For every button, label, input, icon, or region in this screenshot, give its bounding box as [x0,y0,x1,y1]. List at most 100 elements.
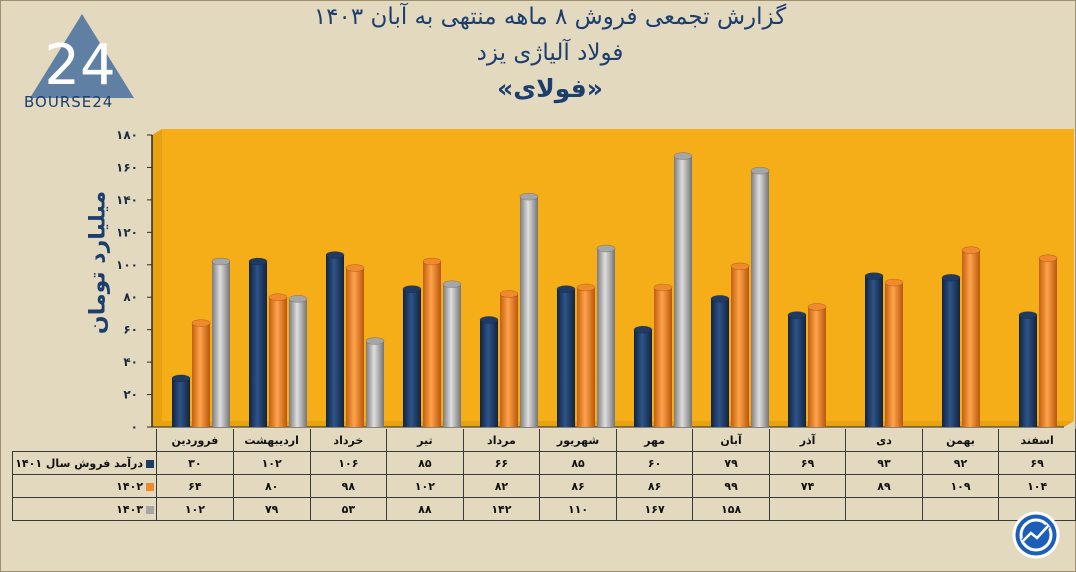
bar-1402-cap [345,264,365,272]
bar-1402 [807,303,827,427]
bar-1402-cap [268,293,288,302]
data-label: ۶۹ [768,451,847,475]
bar-1402 [576,283,596,427]
bar-1402-body [192,323,210,427]
bar-1402-cap [422,257,442,266]
bar-1402 [268,293,288,427]
bar-1402 [730,262,750,427]
x-tick-label: شهریور [539,429,617,452]
bar-1401 [248,257,268,427]
bar-1403 [596,244,616,427]
chart-title: گزارش تجمعی فروش ۸ ماهه منتهی به آبان ۱۴… [313,4,787,30]
bar-1402 [422,257,442,427]
x-tick-label: خرداد [309,429,388,452]
data-label: ۹۲ [921,451,1000,475]
bar-1403-cap [519,192,539,201]
data-label: ۷۹ [232,497,311,521]
data-label: ۸۵ [539,451,617,475]
data-label: ۸۸ [386,497,464,521]
x-tick-label: تیر [386,429,464,452]
bar-chart: ۰ ۲۰ ۴۰ ۶۰ ۸۰ ۱۰۰ ۱۲۰ ۱۴۰ ۱۶۰ ۱۸۰ [116,128,1074,434]
data-label: ۳۰ [156,451,234,475]
bar-1401-body [865,276,883,427]
x-tick-label: بهمن [921,429,1000,452]
x-tick-label: آذر [768,429,847,452]
bar-1403-body [751,170,769,427]
bar-1402-cap [730,262,750,271]
bar-1403-cap [442,280,462,289]
bourse24-logo-icon: 24 [30,14,134,98]
bar-1403-cap [365,337,385,345]
data-label: ۸۶ [615,474,694,498]
bar-1401-body [403,289,421,427]
legend-1402-swatch [146,482,155,491]
bar-1402-body [500,293,518,427]
y-tick-label: ۸۰ [123,290,138,304]
data-label: ۱۱۰ [539,497,617,521]
bar-1401 [479,316,499,427]
x-tick-label: مهر [615,429,694,452]
bar-1402-cap [191,319,211,327]
bar-1401-body [711,298,729,427]
data-label: ۶۰ [615,451,694,475]
bar-1402-body [423,261,441,427]
chart-symbol: «فولای» [497,74,603,103]
data-label [768,497,847,521]
data-label: ۱۰۲ [156,497,234,521]
bar-1401 [171,374,191,427]
bar-1401-cap [556,285,576,293]
logo-numerals: 24 [44,33,115,98]
bar-1401-cap [633,325,653,334]
bar-1401-body [788,315,806,427]
data-label: ۱۴۲ [462,497,541,521]
bar-1402 [653,283,673,427]
bar-1401-cap [941,273,961,282]
bar-1402 [191,319,211,427]
x-tick-label: اسفند [998,429,1076,452]
bar-1401-cap [864,272,884,280]
bar-1403-cap [596,244,616,253]
bar-1402 [884,278,904,427]
bar-1401 [633,325,653,427]
data-label: ۸۵ [386,451,464,475]
data-label: ۱۵۸ [692,497,770,521]
legend-1402: ۱۴۰۲ [11,474,158,498]
bar-1402 [961,246,981,427]
x-tick-label: آبان [692,429,770,452]
y-tick-label: ۶۰ [123,323,138,337]
bar-1403-cap [288,295,308,303]
y-tick-label: ۰ [131,420,138,434]
growth-badge-icon [1012,511,1060,559]
table-corner [13,429,157,452]
data-label: ۹۳ [845,451,923,475]
bar-1401-cap [710,295,730,303]
bar-1401 [941,273,961,427]
bar-1401-cap [248,257,268,266]
bar-1401-body [326,255,344,427]
bar-1403-body [366,341,384,427]
y-tick-label: ۱۲۰ [116,225,138,239]
bar-1402-body [269,297,287,427]
legend-1401-label: درآمد فروش سال ۱۴۰۱ [15,456,144,470]
data-label: ۹۸ [309,474,388,498]
data-label: ۷۴ [768,474,847,498]
bar-1403 [211,257,231,427]
bar-1402-cap [653,283,673,292]
legend-1403: ۱۴۰۳ [11,497,158,521]
plot-area [162,129,1074,421]
legend-1402-label: ۱۴۰۲ [116,479,144,493]
logo-text: BOURSE24 [24,93,114,111]
bar-1401-body [172,378,190,427]
bar-1403-cap [673,152,693,160]
bar-1403-body [443,284,461,427]
bar-1403-cap [211,257,231,266]
data-label: ۵۳ [309,497,388,521]
data-label: ۱۶۷ [615,497,694,521]
bar-1403-cap [750,166,770,175]
bar-1402-cap [1038,254,1058,263]
bar-1402 [1038,254,1058,427]
y-tick-label: ۱۰۰ [116,258,138,272]
bar-1402-body [808,306,826,427]
bar-1402-body [346,268,364,427]
bar-1402-cap [499,290,519,298]
